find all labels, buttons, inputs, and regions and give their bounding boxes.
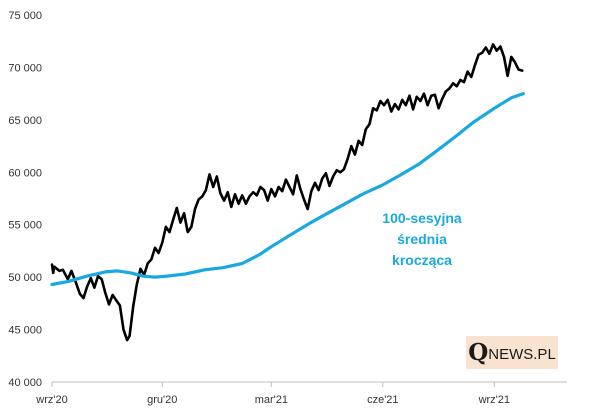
- y-tick-label: 65 000: [8, 115, 42, 127]
- annotation-line: krocząca: [392, 252, 452, 268]
- x-tick-label: cze'21: [367, 394, 398, 406]
- logo-letter-q: Q: [468, 339, 489, 366]
- annotation-moving-average: 100-sesyjna średnia krocząca: [382, 210, 462, 268]
- annotation-line: 100-sesyjna: [382, 210, 462, 226]
- y-tick-label: 55 000: [8, 220, 42, 232]
- qnews-logo: Q NEWS.PL: [466, 336, 558, 369]
- y-tick-label: 40 000: [8, 377, 42, 389]
- x-axis: wrz'20 gru'20 mar'21 cze'21 wrz'21: [35, 382, 510, 406]
- y-tick-label: 50 000: [8, 272, 42, 284]
- series-line-moving-average: [50, 92, 525, 287]
- annotation-line: średnia: [397, 231, 447, 247]
- plot-area: [50, 43, 525, 342]
- y-tick-label: 75 000: [8, 10, 42, 22]
- y-tick-label: 45 000: [8, 325, 42, 337]
- logo-text: NEWS.PL: [488, 346, 556, 363]
- x-tick-label: wrz'21: [478, 394, 510, 406]
- x-tick-label: wrz'20: [35, 394, 67, 406]
- y-tick-label: 70 000: [8, 62, 42, 74]
- x-tick-label: mar'21: [255, 394, 288, 406]
- series-line-index: [50, 43, 524, 342]
- x-tick-label: gru'20: [147, 394, 177, 406]
- y-axis-labels: 40 000 45 000 50 000 55 000 60 000 65 000 70 0…: [8, 10, 42, 389]
- y-tick-label: 60 000: [8, 167, 42, 179]
